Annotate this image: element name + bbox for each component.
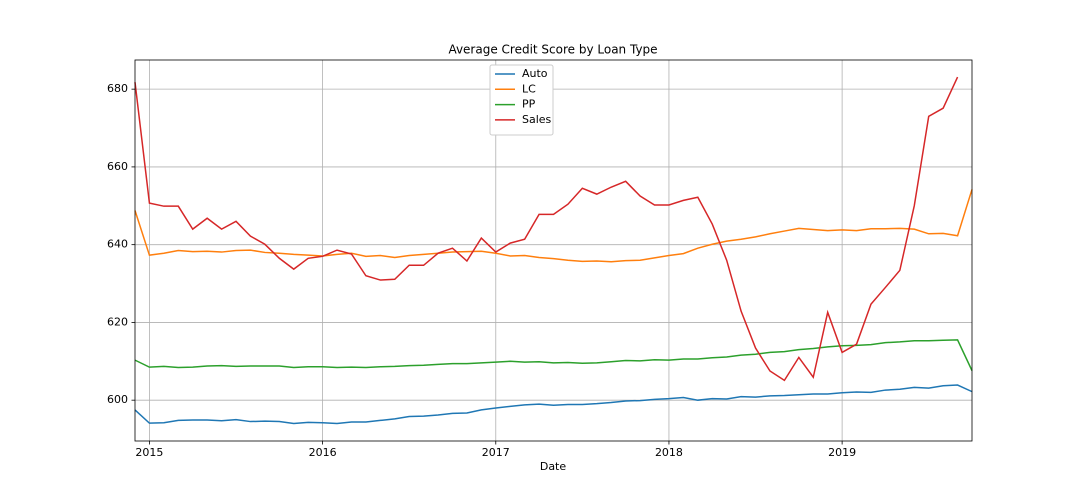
line-series <box>134 384 973 425</box>
line-series <box>134 339 973 371</box>
axes-frame <box>134 59 973 442</box>
line-series <box>134 189 973 263</box>
x-tick-label: 2015 <box>135 446 163 459</box>
x-tick-label: 2018 <box>655 446 683 459</box>
legend: Auto LC PP Sales <box>489 64 554 136</box>
y-tick-label: 640 <box>107 238 128 251</box>
legend-label: PP <box>522 98 536 111</box>
y-tick-label: 600 <box>107 393 128 406</box>
line-series <box>134 76 959 382</box>
legend-label: Sales <box>522 113 552 126</box>
chart-title: Average Credit Score by Loan Type <box>448 43 657 57</box>
x-tick-label: 2017 <box>482 446 510 459</box>
legend-label: LC <box>522 82 536 95</box>
x-tick-label: 2016 <box>309 446 337 459</box>
legend-box <box>489 64 554 136</box>
legend-label: Auto <box>522 67 548 80</box>
x-axis-label: Date <box>540 460 567 473</box>
x-tick-label: 2019 <box>828 446 856 459</box>
y-tick-label: 620 <box>107 315 128 328</box>
y-tick-label: 680 <box>107 82 128 95</box>
y-tick-label: 660 <box>107 160 128 173</box>
